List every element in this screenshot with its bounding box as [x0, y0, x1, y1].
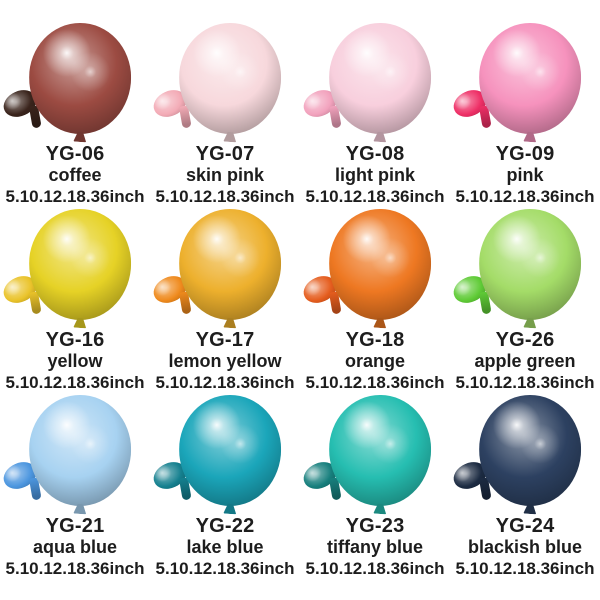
balloon-image — [329, 209, 432, 320]
balloon-knot — [73, 132, 87, 143]
product-code: YG-07 — [195, 143, 255, 165]
product-card-yg18: YG-18 orange 5.10.12.18.36inch — [299, 206, 450, 392]
product-code: YG-16 — [45, 329, 105, 351]
balloon-knot — [73, 504, 87, 515]
balloon-image — [179, 23, 282, 134]
balloon-area — [449, 206, 600, 326]
product-card-yg08: YG-08 light pink 5.10.12.18.36inch — [299, 20, 450, 206]
product-sizes: 5.10.12.18.36inch — [305, 373, 445, 392]
product-card-yg24: YG-24 blackish blue 5.10.12.18.36inch — [449, 392, 600, 578]
product-code: YG-23 — [345, 515, 405, 537]
balloon-area — [149, 392, 300, 512]
product-color-name: lemon yellow — [168, 351, 282, 371]
balloon-area — [449, 20, 600, 140]
product-color-name: coffee — [48, 165, 102, 185]
product-color-name: aqua blue — [32, 537, 117, 557]
balloon-image — [479, 209, 582, 320]
product-color-name: blackish blue — [467, 537, 583, 557]
balloon-area — [299, 392, 450, 512]
balloon-image — [329, 395, 432, 506]
product-card-yg23: YG-23 tiffany blue 5.10.12.18.36inch — [299, 392, 450, 578]
product-sizes: 5.10.12.18.36inch — [5, 187, 145, 206]
balloon-knot — [223, 132, 237, 143]
product-color-name: apple green — [474, 351, 576, 371]
product-card-yg22: YG-22 lake blue 5.10.12.18.36inch — [149, 392, 300, 578]
product-color-name: yellow — [47, 351, 103, 371]
product-sizes: 5.10.12.18.36inch — [455, 373, 595, 392]
product-code: YG-17 — [195, 329, 255, 351]
balloon-area — [299, 206, 450, 326]
balloon-image — [479, 23, 582, 134]
product-sizes: 5.10.12.18.36inch — [5, 373, 145, 392]
product-color-name: tiffany blue — [326, 537, 423, 557]
product-card-yg21: YG-21 aqua blue 5.10.12.18.36inch — [0, 392, 150, 578]
balloon-knot — [373, 318, 387, 329]
product-sizes: 5.10.12.18.36inch — [455, 187, 595, 206]
product-code: YG-24 — [495, 515, 555, 537]
product-code: YG-26 — [495, 329, 555, 351]
product-color-name: lake blue — [186, 537, 264, 557]
balloon-area — [299, 20, 450, 140]
product-sizes: 5.10.12.18.36inch — [5, 559, 145, 578]
product-code: YG-22 — [195, 515, 255, 537]
product-sizes: 5.10.12.18.36inch — [305, 559, 445, 578]
product-code: YG-09 — [495, 143, 555, 165]
balloon-image — [29, 23, 132, 134]
product-sizes: 5.10.12.18.36inch — [155, 373, 295, 392]
balloon-image — [179, 395, 282, 506]
balloon-image — [179, 209, 282, 320]
product-sizes: 5.10.12.18.36inch — [305, 187, 445, 206]
balloon-knot — [373, 132, 387, 143]
balloon-knot — [523, 132, 537, 143]
product-sizes: 5.10.12.18.36inch — [155, 187, 295, 206]
product-sizes: 5.10.12.18.36inch — [455, 559, 595, 578]
balloon-area — [149, 20, 300, 140]
balloon-knot — [523, 504, 537, 515]
product-color-name: skin pink — [185, 165, 265, 185]
balloon-area — [0, 20, 150, 140]
balloon-knot — [223, 504, 237, 515]
product-code: YG-06 — [45, 143, 105, 165]
product-card-yg09: YG-09 pink 5.10.12.18.36inch — [449, 20, 600, 206]
balloon-image — [29, 395, 132, 506]
product-sizes: 5.10.12.18.36inch — [155, 559, 295, 578]
product-card-yg16: YG-16 yellow 5.10.12.18.36inch — [0, 206, 150, 392]
product-card-yg26: YG-26 apple green 5.10.12.18.36inch — [449, 206, 600, 392]
balloon-knot — [373, 504, 387, 515]
balloon-knot — [73, 318, 87, 329]
balloon-knot — [523, 318, 537, 329]
product-code: YG-18 — [345, 329, 405, 351]
balloon-image — [29, 209, 132, 320]
product-card-yg06: YG-06 coffee 5.10.12.18.36inch — [0, 20, 150, 206]
product-card-yg17: YG-17 lemon yellow 5.10.12.18.36inch — [149, 206, 300, 392]
balloon-image — [329, 23, 432, 134]
product-color-name: orange — [344, 351, 405, 371]
balloon-knot — [223, 318, 237, 329]
product-color-name: pink — [506, 165, 544, 185]
balloon-area — [0, 392, 150, 512]
product-color-name: light pink — [335, 165, 415, 185]
balloon-image — [479, 395, 582, 506]
product-card-yg07: YG-07 skin pink 5.10.12.18.36inch — [149, 20, 300, 206]
product-code: YG-21 — [45, 515, 105, 537]
balloon-area — [0, 206, 150, 326]
balloon-area — [449, 392, 600, 512]
balloon-area — [149, 206, 300, 326]
product-code: YG-08 — [345, 143, 405, 165]
